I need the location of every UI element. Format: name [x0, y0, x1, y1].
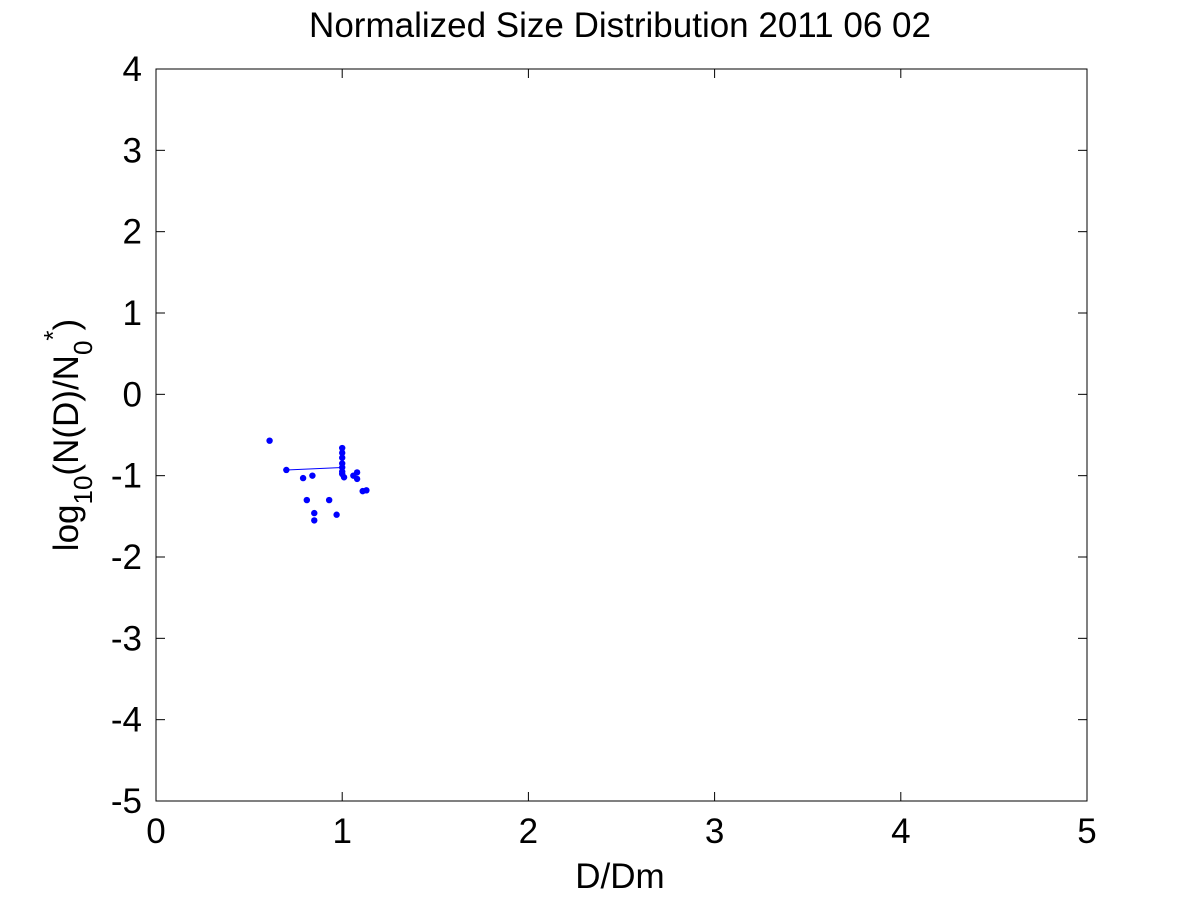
data-point: [311, 517, 318, 524]
x-tick-label: 5: [1077, 812, 1096, 851]
y-tick-label: 1: [123, 294, 142, 333]
data-point: [325, 496, 333, 504]
y-tick-label: -3: [111, 619, 142, 658]
x-tick-labels: 0 1 2 3 4 5: [146, 812, 1096, 851]
data-point: [339, 454, 346, 461]
y-axis-label-base: log: [47, 504, 86, 551]
data-point: [311, 509, 318, 517]
y-tick-label: -1: [111, 457, 142, 496]
y-tick-label: 3: [123, 131, 142, 170]
y-axis-label-mid: (N(D)/N: [47, 355, 86, 476]
data-point: [339, 444, 346, 452]
y-axis-label: log10(N(D)/N0*): [38, 319, 98, 551]
data-point: [283, 466, 290, 474]
data-point: [353, 469, 361, 476]
x-tick-label: 4: [891, 812, 910, 851]
series-layer: [266, 437, 370, 524]
x-tick-label: 2: [519, 812, 538, 851]
y-tick-label: 2: [123, 213, 142, 252]
x-tick-label: 3: [705, 812, 724, 851]
data-point: [303, 496, 311, 504]
data-point: [266, 437, 273, 444]
axes-box: [155, 68, 1088, 802]
data-point: [340, 474, 348, 481]
y-tick-label: 4: [123, 50, 142, 89]
plot-area: 0 1 2 3 4 5 -5 -4 -3 -2 -1 0 1 2 3 4: [111, 50, 1097, 851]
x-tick-label: 1: [332, 812, 351, 851]
y-tick-labels: -5 -4 -3 -2 -1 0 1 2 3 4: [111, 50, 142, 821]
y-tick-label: -5: [111, 782, 142, 821]
axis-ticks: [155, 68, 1088, 802]
data-point: [333, 511, 340, 518]
y-tick-label: 0: [123, 375, 142, 414]
y-axis-label-sub2: 0: [68, 341, 98, 355]
y-axis-label-sup: *: [38, 330, 68, 340]
data-point: [309, 472, 316, 479]
data-point: [299, 474, 307, 482]
y-tick-label: -2: [111, 538, 142, 577]
data-point: [339, 449, 346, 457]
data-point: [363, 487, 370, 494]
fit-line: [286, 467, 343, 471]
data-point: [353, 475, 361, 483]
y-axis-label-sub1: 10: [68, 476, 98, 505]
x-tick-label: 0: [146, 812, 165, 851]
y-axis-label-end: ): [47, 319, 86, 331]
x-axis-label: D/Dm: [575, 857, 664, 896]
y-tick-label: -4: [111, 701, 142, 740]
chart-title: Normalized Size Distribution 2011 06 02: [309, 6, 931, 45]
